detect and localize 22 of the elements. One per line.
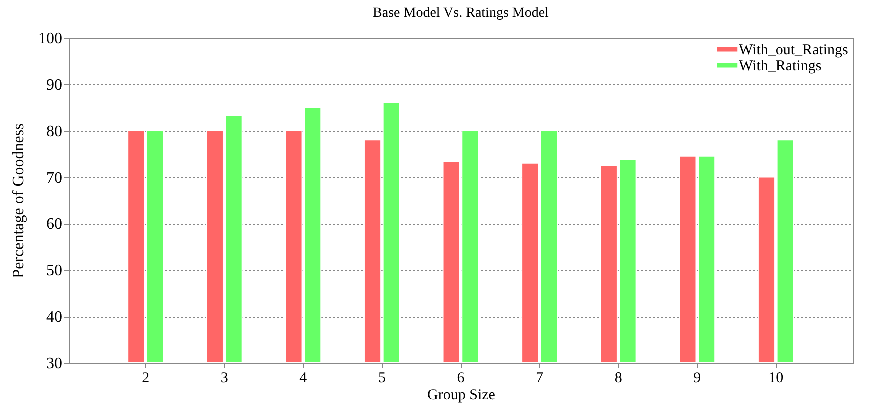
x-tick-label: 4 [300,370,308,386]
x-tick-label: 8 [614,370,622,386]
y-tick-label: 60 [46,216,62,234]
x-tick-label: 7 [536,370,544,386]
y-tick-label: 40 [46,309,62,326]
y-axis-title: Percentage of Goodness [10,124,28,278]
y-tick-label: 100 [38,30,62,48]
y-tick-label: 70 [46,170,62,187]
y-tick-label: 30 [46,356,62,372]
legend-label: With_out_Ratings [739,42,849,58]
x-tick-label: 9 [694,370,702,386]
legend-label: With_Ratings [739,58,822,74]
x-tick-label: 10 [768,370,784,386]
x-tick-label: 3 [220,370,228,386]
y-tick-label: 80 [46,123,62,140]
x-tick-label: 6 [457,370,466,386]
x-tick-label: 5 [378,370,386,386]
y-tick-label: 90 [46,76,62,94]
y-tick-label: 50 [46,262,62,280]
chart-title: Base Model Vs. Ratings Model [373,6,550,21]
x-tick-label: 2 [142,370,150,386]
x-axis-title: Group Size [428,388,496,404]
